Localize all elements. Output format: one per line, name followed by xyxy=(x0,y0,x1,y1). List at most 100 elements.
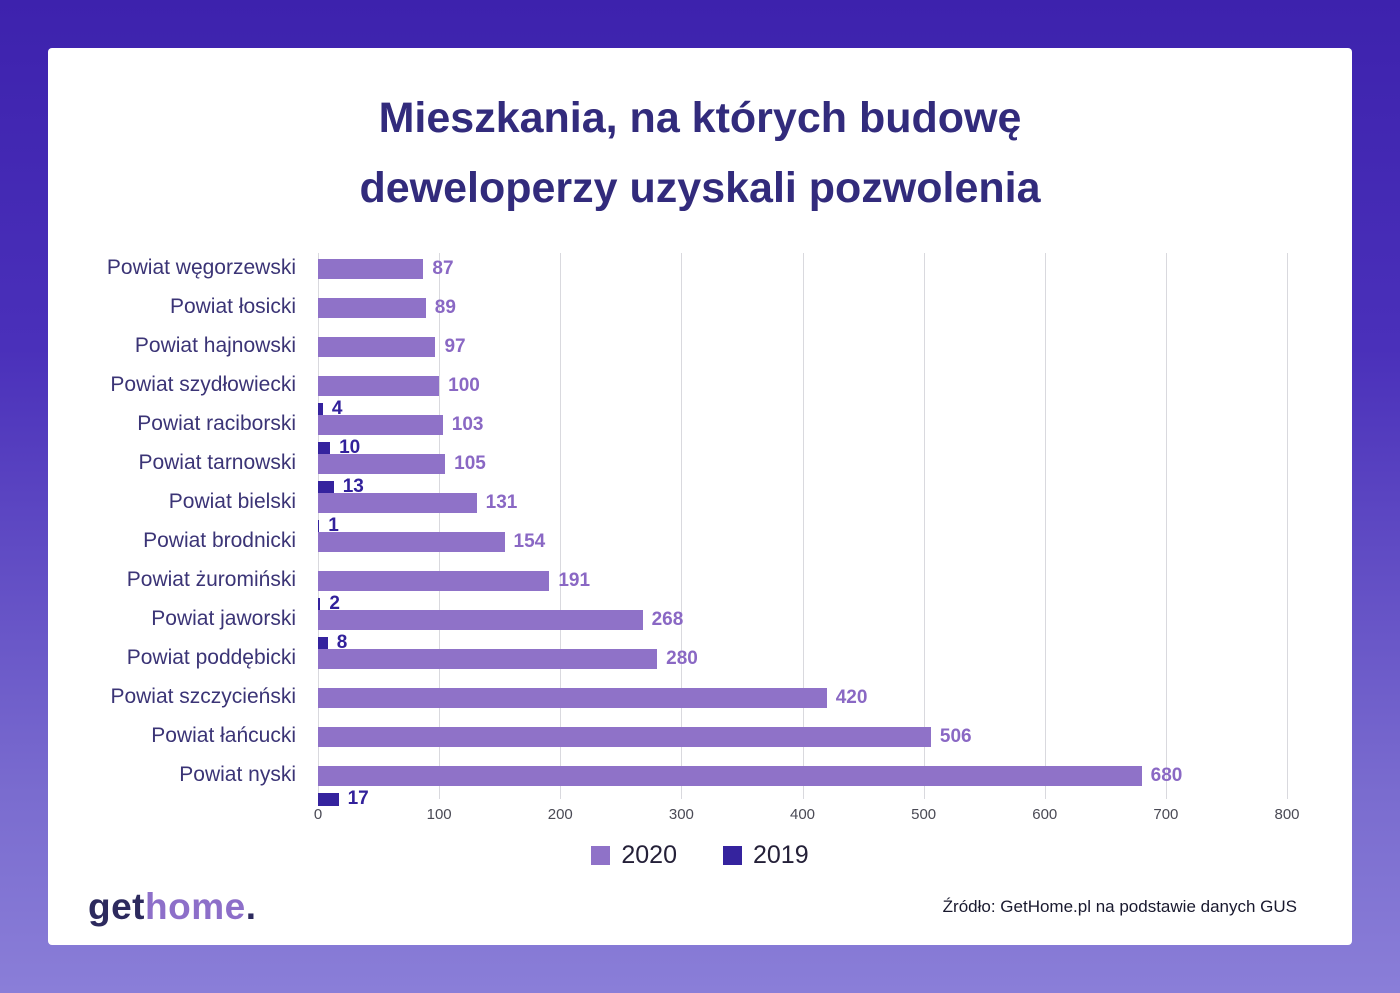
category-label: Powiat nyski xyxy=(179,763,296,787)
bar-group: 103 10 xyxy=(318,409,1287,458)
gridline xyxy=(439,253,441,800)
chart-row: Powiat bielski 131 1 xyxy=(48,487,1287,536)
gridline xyxy=(802,253,804,800)
bar-2019 xyxy=(318,402,323,416)
value-label-2020: 191 xyxy=(558,570,591,592)
gridline xyxy=(1165,253,1167,800)
footer: gethome. Źródło: GetHome.pl na podstawie… xyxy=(48,886,1352,928)
legend-label-2020: 2020 xyxy=(621,841,677,870)
bar-line-2019: 13 xyxy=(318,476,1287,498)
bar-group: 680 17 xyxy=(318,760,1287,809)
gridline xyxy=(1044,253,1046,800)
bar-line-2020: 103 xyxy=(318,414,1287,436)
bar-2020 xyxy=(318,415,443,436)
bar-line-2020: 680 xyxy=(318,765,1287,787)
logo-text-get: get xyxy=(88,886,145,928)
bar-2019 xyxy=(318,519,320,533)
bar-2020 xyxy=(318,454,446,475)
chart-row: Powiat łosicki 89 xyxy=(48,292,1287,331)
page-title: Mieszkania, na których budowę deweloperz… xyxy=(48,84,1352,223)
bar-2020 xyxy=(318,727,931,748)
gridline xyxy=(923,253,925,800)
bar-2020 xyxy=(318,337,436,358)
bar-2020 xyxy=(318,532,505,553)
chart-row: Powiat tarnowski 105 13 xyxy=(48,448,1287,497)
bar-2019 xyxy=(318,441,331,455)
value-label-2020: 506 xyxy=(939,726,972,748)
value-label-2019: 17 xyxy=(347,788,369,810)
bar-2020 xyxy=(318,610,643,631)
chart-row: Powiat raciborski 103 10 xyxy=(48,409,1287,458)
value-label-2020: 103 xyxy=(451,414,484,436)
chart-row: Powiat brodnicki 154 xyxy=(48,526,1287,565)
bar-2020 xyxy=(318,688,827,709)
bar-line-2020: 100 xyxy=(318,375,1287,397)
value-label-2020: 100 xyxy=(448,375,480,397)
bar-group: 154 xyxy=(318,526,1287,565)
chart-row: Powiat węgorzewski 87 xyxy=(48,253,1287,292)
bar-2019 xyxy=(318,636,328,650)
bar-line-2020: 506 xyxy=(318,726,1287,748)
category-label: Powiat hajnowski xyxy=(134,334,296,358)
source-text: Źródło: GetHome.pl na podstawie danych G… xyxy=(942,897,1297,917)
bar-line-2020: 280 xyxy=(318,648,1287,670)
logo-text-dot: . xyxy=(245,886,257,928)
logo-text-home: home xyxy=(145,886,246,928)
bar-line-2020: 97 xyxy=(318,336,1287,358)
chart-card: Mieszkania, na których budowę deweloperz… xyxy=(48,48,1352,945)
chart-row: Powiat szczycieński 420 xyxy=(48,682,1287,721)
x-tick-label: 500 xyxy=(911,806,937,824)
value-label-2019: 1 xyxy=(328,515,339,537)
x-tick-label: 0 xyxy=(313,806,323,824)
category-label: Powiat brodnicki xyxy=(143,529,296,553)
bar-group: 131 1 xyxy=(318,487,1287,536)
bar-2020 xyxy=(318,493,477,514)
value-label-2019: 13 xyxy=(342,476,364,498)
value-label-2019: 8 xyxy=(336,632,348,654)
bar-group: 420 xyxy=(318,682,1287,721)
x-tick-label: 800 xyxy=(1274,806,1300,824)
chart-row: Powiat szydłowiecki 100 4 xyxy=(48,370,1287,419)
value-label-2020: 420 xyxy=(835,687,868,709)
chart-row: Powiat jaworski 268 8 xyxy=(48,604,1287,653)
gridline xyxy=(560,253,562,800)
value-label-2020: 131 xyxy=(485,492,518,514)
bar-2019 xyxy=(318,480,334,494)
x-tick-label: 200 xyxy=(547,806,573,824)
category-label: Powiat szczycieński xyxy=(110,685,296,709)
value-label-2020: 280 xyxy=(666,648,698,670)
bar-group: 87 xyxy=(318,253,1287,292)
value-label-2020: 87 xyxy=(432,258,454,280)
bar-2019 xyxy=(318,792,339,806)
category-label: Powiat raciborski xyxy=(137,412,296,436)
x-axis-ticks: 0 100 200 300 400 500 600 700 800 xyxy=(314,799,1300,829)
x-tick-label: 700 xyxy=(1153,806,1179,824)
value-label-2020: 680 xyxy=(1150,765,1183,787)
value-label-2020: 89 xyxy=(434,297,456,319)
bar-line-2020: 191 xyxy=(318,570,1287,592)
chart-row: Powiat nyski 680 17 xyxy=(48,760,1287,809)
bar-2020 xyxy=(318,298,426,319)
bar-line-2019: 4 xyxy=(318,398,1287,420)
bar-line-2020: 87 xyxy=(318,258,1287,280)
bar-line-2020: 154 xyxy=(318,531,1287,553)
legend-item-2020: 2020 xyxy=(591,841,677,870)
category-label: Powiat łańcucki xyxy=(151,724,296,748)
legend-swatch-2020 xyxy=(591,846,611,866)
category-label: Powiat bielski xyxy=(168,490,296,514)
bar-group: 506 xyxy=(318,721,1287,760)
bar-group: 268 8 xyxy=(318,604,1287,653)
bar-group: 89 xyxy=(318,292,1287,331)
bar-line-2020: 131 xyxy=(318,492,1287,514)
category-label: Powiat jaworski xyxy=(151,607,296,631)
bar-line-2019: 10 xyxy=(318,437,1287,459)
chart-row: Powiat żuromiński 191 2 xyxy=(48,565,1287,614)
bar-2020 xyxy=(318,376,440,397)
bar-line-2019: 1 xyxy=(318,515,1287,537)
chart-rows: Powiat węgorzewski 87 Powiat łosicki 89 Powi… xyxy=(48,253,1287,809)
category-label: Powiat szydłowiecki xyxy=(110,373,296,397)
bar-2020 xyxy=(318,259,424,280)
legend-label-2019: 2019 xyxy=(753,841,809,870)
chart-row: Powiat hajnowski 97 xyxy=(48,331,1287,370)
